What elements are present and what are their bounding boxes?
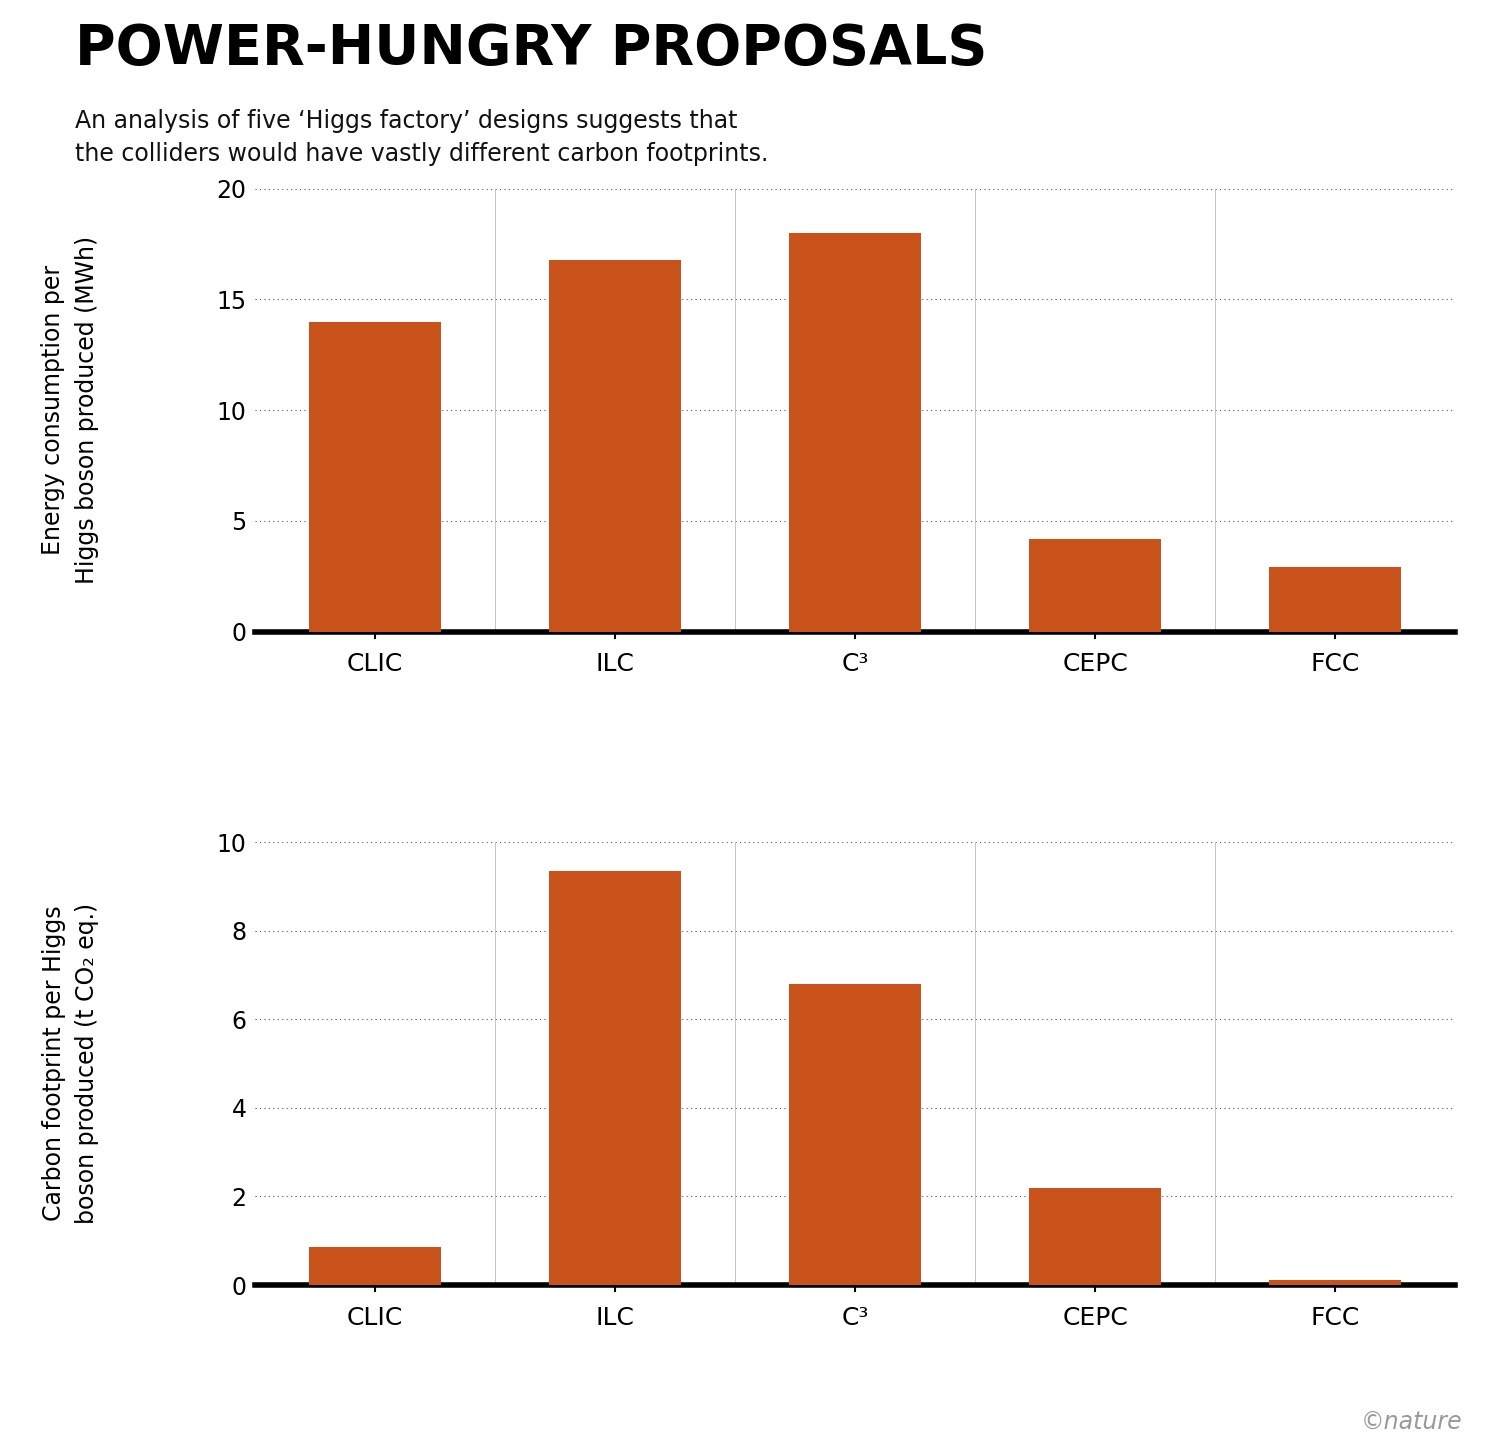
Y-axis label: Energy consumption per
Higgs boson produced (MWh): Energy consumption per Higgs boson produ… (42, 237, 99, 584)
Bar (549, 260, 681, 632)
Bar (309, 1247, 441, 1285)
Bar (1029, 1188, 1161, 1285)
Bar (549, 871, 681, 1285)
Text: An analysis of five ‘Higgs factory’ designs suggests that
the colliders would ha: An analysis of five ‘Higgs factory’ desi… (75, 109, 768, 167)
Bar (789, 984, 921, 1285)
Bar (789, 234, 921, 632)
Bar (1269, 1279, 1401, 1285)
Y-axis label: Carbon footprint per Higgs
boson produced (t CO₂ eq.): Carbon footprint per Higgs boson produce… (42, 903, 99, 1224)
Bar (1029, 539, 1161, 632)
Bar (309, 322, 441, 632)
Bar (1269, 568, 1401, 632)
Text: ©nature: ©nature (1360, 1410, 1462, 1435)
Text: POWER-HUNGRY PROPOSALS: POWER-HUNGRY PROPOSALS (75, 22, 987, 76)
